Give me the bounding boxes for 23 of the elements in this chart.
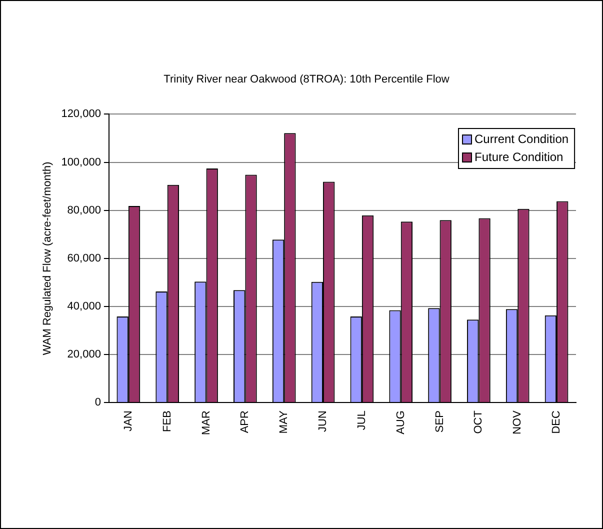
chart-title: Trinity River near Oakwood (8TROA): 10th Percentile Flow	[164, 74, 450, 86]
x-tick-label: APR	[239, 410, 252, 434]
y-tick-label: 40,000	[67, 300, 101, 312]
x-tick-label: AUG	[394, 410, 407, 434]
y-tick-label: 0	[94, 396, 101, 409]
x-tick-label: JUL	[356, 410, 368, 430]
x-tick-label: FEB	[161, 410, 174, 432]
y-tick-label: 100,000	[61, 156, 101, 168]
y-tick-label: 80,000	[67, 204, 101, 216]
x-tick-label: MAY	[278, 410, 290, 434]
y-tick-label: 60,000	[67, 252, 101, 264]
y-tick-label: 120,000	[61, 108, 101, 120]
x-tick-label: SEP	[434, 410, 446, 433]
y-tick-label: 20,000	[67, 348, 101, 361]
x-tick-label: JUN	[317, 410, 330, 432]
x-tick-label: NOV	[512, 410, 524, 434]
x-tick-label: JAN	[122, 410, 134, 432]
x-tick-label: MAR	[200, 410, 212, 436]
y-axis-title: WAM Regulated Flow (acre-feet/month)	[42, 162, 54, 356]
x-tick-label: DEC	[550, 410, 563, 434]
legend-label: Future Condition	[474, 150, 564, 164]
x-tick-label: OCT	[472, 410, 485, 434]
legend-label: Current Condition	[474, 132, 569, 146]
